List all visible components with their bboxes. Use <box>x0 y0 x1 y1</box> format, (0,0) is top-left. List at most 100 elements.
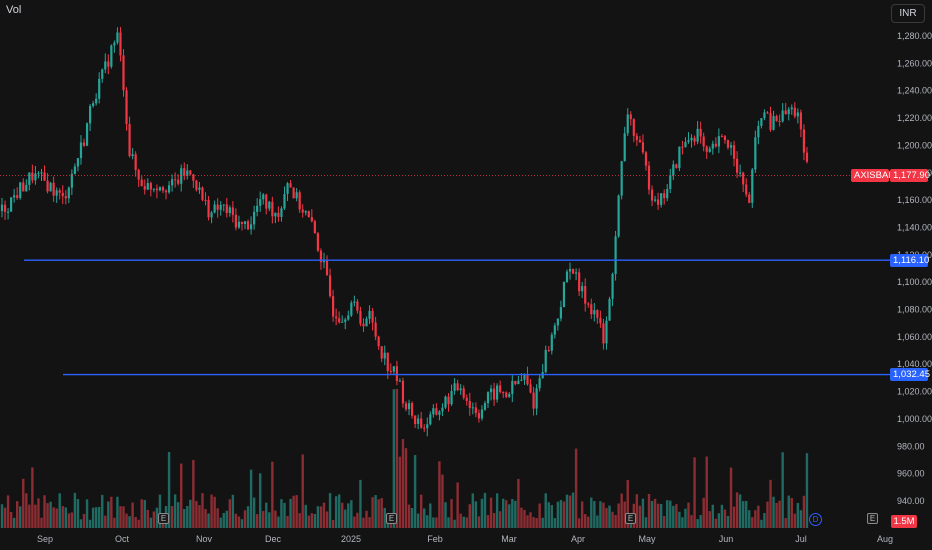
candle-body <box>511 381 514 394</box>
candle-body <box>347 315 350 320</box>
volume-bar <box>128 516 131 528</box>
volume-bar <box>502 498 505 528</box>
volume-bar <box>249 469 253 528</box>
volume-bar <box>88 519 92 528</box>
candle-body <box>602 323 605 344</box>
earnings-marker-icon[interactable]: E <box>867 513 878 524</box>
volume-bar <box>79 519 83 528</box>
candle-body <box>231 207 234 215</box>
candle-body <box>25 184 28 192</box>
candle-body <box>526 374 529 385</box>
volume-bar <box>277 516 280 528</box>
volume-bar <box>398 456 402 528</box>
candle-body <box>790 107 793 110</box>
candle-body <box>805 152 809 162</box>
volume-bar <box>626 480 629 528</box>
currency-button[interactable]: INR <box>891 4 925 23</box>
candle-body <box>496 385 499 400</box>
candle-body <box>10 197 13 212</box>
x-tick-label: Oct <box>115 534 130 544</box>
volume-bar <box>687 502 690 528</box>
candle-body <box>717 136 720 147</box>
volume-bar <box>368 517 371 528</box>
volume-bar <box>659 504 663 528</box>
volume-bar <box>64 507 67 528</box>
candle-body <box>644 152 648 166</box>
candle-body <box>359 310 362 324</box>
volume-bar <box>292 495 295 528</box>
candle-body <box>61 192 64 197</box>
volume-bar <box>429 503 432 528</box>
candle-body <box>784 110 787 115</box>
earnings-marker-icon[interactable]: E <box>158 513 169 524</box>
candle-body <box>556 318 559 326</box>
volume-bar <box>717 513 721 528</box>
volume-bar <box>246 506 250 528</box>
volume-bar <box>119 506 122 528</box>
earnings-marker-icon[interactable]: E <box>386 513 397 524</box>
volume-bar <box>699 515 702 528</box>
candle-body <box>559 307 563 319</box>
candle-body <box>125 90 128 125</box>
candle-body <box>505 392 508 397</box>
volume-bar <box>441 474 444 528</box>
candle-body <box>283 193 286 209</box>
volume-bar <box>553 518 557 528</box>
candle-body <box>465 397 468 401</box>
volume-bar <box>413 455 417 528</box>
volume-bar <box>675 504 678 528</box>
volume-bar <box>225 510 228 528</box>
candle-body <box>547 350 550 352</box>
candle-body <box>766 112 769 114</box>
dividend-marker-icon[interactable]: D <box>809 513 822 526</box>
volume-bar <box>301 454 304 528</box>
volume-bar <box>15 501 19 528</box>
candle-body <box>174 179 177 181</box>
candle-body <box>751 169 754 203</box>
volume-bar <box>611 511 614 528</box>
volume-bar <box>684 508 687 528</box>
candle-body <box>228 207 231 213</box>
volume-bar <box>52 507 55 528</box>
candle-body <box>778 121 781 123</box>
candle-body <box>16 195 19 198</box>
x-tick-label: Sep <box>37 534 53 544</box>
volume-bar <box>195 501 198 528</box>
earnings-marker-icon[interactable]: E <box>625 513 636 524</box>
volume-bar <box>559 500 563 528</box>
candle-body <box>614 236 617 275</box>
candle-body <box>611 274 614 299</box>
candle-body <box>180 168 183 184</box>
candle-body <box>356 301 359 311</box>
candle-body <box>82 142 86 146</box>
candle-body <box>22 182 25 192</box>
volume-bar <box>331 519 335 528</box>
candle-body <box>775 116 778 122</box>
volume-bar <box>85 499 89 528</box>
candle-body <box>52 182 55 196</box>
volume-bar <box>793 513 797 528</box>
horizontal-line-label-1[interactable]: 1,116.10 <box>890 253 929 267</box>
candle-body <box>277 212 280 217</box>
volume-bar <box>511 498 514 528</box>
candle-body <box>368 310 371 319</box>
volume-bar <box>201 493 204 528</box>
volume-bar <box>310 513 314 528</box>
volume-bar <box>623 501 626 528</box>
y-tick-label: 1,140.00 <box>897 222 932 232</box>
volume-bar <box>508 504 511 528</box>
candle-body <box>471 407 474 409</box>
volume-bar <box>25 493 28 528</box>
volume-bar <box>438 461 441 528</box>
candle-body <box>401 380 405 404</box>
candle-body <box>192 174 195 181</box>
candle-body <box>234 214 237 228</box>
volume-bar <box>122 506 125 528</box>
candle-body <box>793 107 796 117</box>
volume-bar <box>55 508 58 528</box>
horizontal-line-label-2[interactable]: 1,032.45 <box>890 368 930 382</box>
volume-bar <box>134 516 137 528</box>
volume-bar <box>565 494 569 528</box>
candle-body <box>441 407 444 412</box>
